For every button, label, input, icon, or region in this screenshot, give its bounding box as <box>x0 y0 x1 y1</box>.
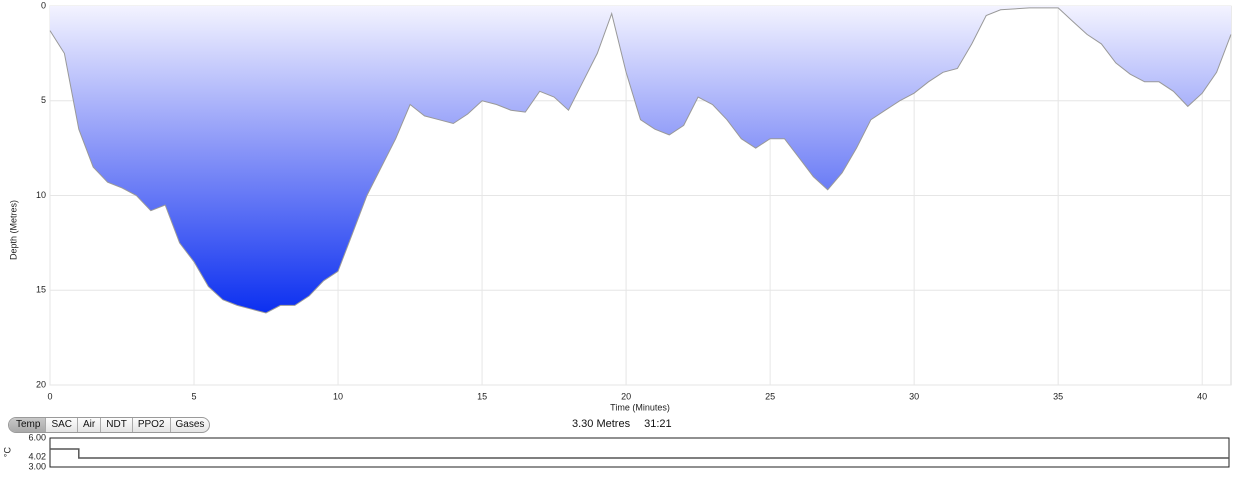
x-tick-label: 15 <box>477 391 487 401</box>
y-tick-label: 5 <box>41 95 46 105</box>
tab-button[interactable]: Temp <box>9 418 46 432</box>
tab-button[interactable]: PPO2 <box>131 418 170 432</box>
depth-line <box>49 7 1232 314</box>
y-tick-label: 3.00 <box>28 461 46 471</box>
tab-button[interactable]: Air <box>77 418 100 432</box>
plot-frame <box>49 437 1230 468</box>
y-tick-label: 15 <box>36 285 46 295</box>
x-tick-label: 20 <box>621 391 631 401</box>
status: 3.30 Metres 31:21 <box>572 418 672 430</box>
x-tick-label: 35 <box>1053 391 1063 401</box>
y-tick-label: 20 <box>36 379 46 389</box>
temp-axis-label: °C <box>2 446 12 457</box>
x-tick-label: 40 <box>1197 391 1207 401</box>
y-axis-label: Depth (Metres) <box>8 200 18 260</box>
y-tick-label: 6.00 <box>28 432 46 442</box>
area-fill <box>50 6 1231 313</box>
x-tick-label: 0 <box>47 391 52 401</box>
x-tick-label: 25 <box>765 391 775 401</box>
x-tick-label: 30 <box>909 391 919 401</box>
status-depth: 3.30 Metres <box>572 418 631 430</box>
temperature-chart: 6.00 4.023.00 <box>28 432 1230 471</box>
tab-button[interactable]: SAC <box>45 418 77 432</box>
x-tick-label: 5 <box>192 391 197 401</box>
y-tick-label: 4.02 <box>28 452 46 462</box>
tab-button[interactable]: Gases <box>169 418 210 432</box>
status-time: 31:21 <box>644 418 672 430</box>
y-tick-label: 0 <box>41 0 46 10</box>
y-tick-label: 10 <box>36 190 46 200</box>
tab-button[interactable]: NDT <box>100 418 132 432</box>
temperature-line <box>50 448 1229 459</box>
x-axis-label: Time (Minutes) <box>610 402 670 412</box>
tab-bar: Temp SAC Air NDT PPO2 Gases <box>8 417 211 433</box>
x-tick-label: 10 <box>333 391 343 401</box>
